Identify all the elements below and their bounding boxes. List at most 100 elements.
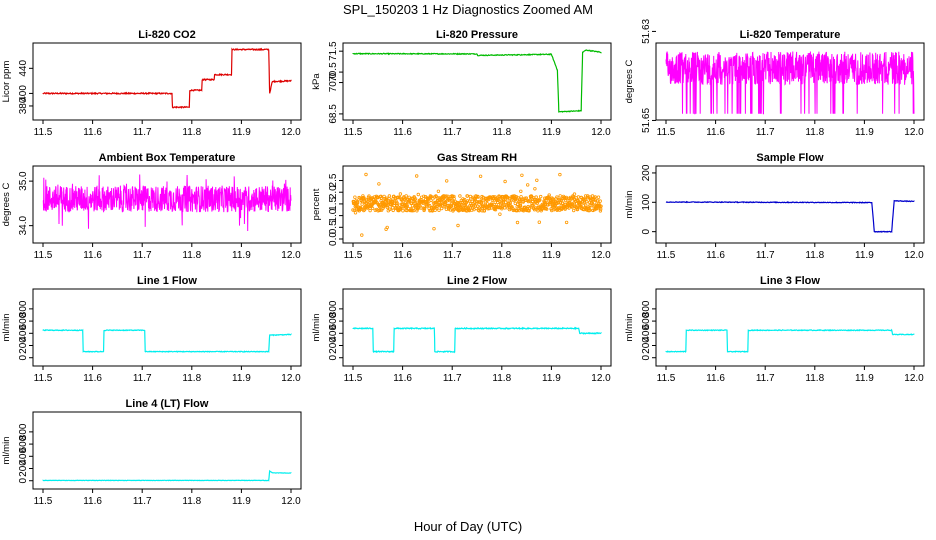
x-tick-label: 11.9 xyxy=(232,250,251,261)
data-point xyxy=(411,208,416,213)
panel-3: Li-820 Temperature degrees C 11.5 11.6 11.7 1… xyxy=(624,18,925,138)
data-point xyxy=(491,194,495,199)
data-point xyxy=(449,204,454,208)
data-point xyxy=(558,172,562,177)
data-point xyxy=(514,196,518,201)
panel-title: Li-820 Pressure xyxy=(436,29,518,41)
data-point xyxy=(593,200,597,205)
data-point xyxy=(387,194,392,198)
data-point xyxy=(503,179,507,184)
x-tick-label: 12.0 xyxy=(904,127,924,138)
plot-frame xyxy=(32,288,302,367)
data-point xyxy=(440,206,444,211)
y-tick-label: 0 xyxy=(18,478,29,484)
data-point xyxy=(519,189,523,193)
data-point xyxy=(395,201,399,205)
plot-frame xyxy=(655,288,925,367)
data-point xyxy=(472,203,476,208)
y-tick-label: 0 xyxy=(641,228,652,234)
y-tick-label: 200 xyxy=(641,337,652,354)
data-point xyxy=(543,200,547,205)
series-group xyxy=(42,328,292,353)
series-line xyxy=(665,199,915,234)
data-point xyxy=(538,198,542,202)
data-point xyxy=(378,203,382,207)
panel-title: Gas Stream RH xyxy=(437,152,517,164)
data-point xyxy=(596,195,601,199)
data-point xyxy=(379,194,383,198)
x-tick-label: 11.8 xyxy=(805,250,824,261)
x-tick-label: 12.0 xyxy=(281,373,301,384)
x-tick-label: 12.0 xyxy=(904,373,924,384)
data-point xyxy=(533,187,537,191)
x-tick-label: 11.6 xyxy=(706,373,725,384)
data-point xyxy=(468,194,473,199)
series-group xyxy=(42,47,292,109)
plot-frame xyxy=(32,42,302,121)
y-tick-label: 400 xyxy=(18,85,29,102)
x-tick-label: 11.5 xyxy=(657,373,676,384)
data-point xyxy=(367,194,371,198)
data-point xyxy=(501,195,505,199)
data-point xyxy=(479,201,483,205)
data-point xyxy=(599,204,603,208)
series-group xyxy=(665,328,915,353)
data-point xyxy=(539,194,543,199)
data-point xyxy=(583,197,587,202)
panel-7: Line 1 Flow ml/min 11.5 11.6 11.7 11.8 11.9 12.… xyxy=(1,275,302,384)
plot-frame xyxy=(32,165,302,244)
x-tick-label: 11.9 xyxy=(855,250,874,261)
series-line xyxy=(42,174,292,232)
data-point xyxy=(404,194,408,198)
data-point xyxy=(547,193,551,197)
data-point xyxy=(399,206,403,211)
data-point xyxy=(448,208,452,212)
data-point xyxy=(415,174,419,178)
x-tick-label: 11.7 xyxy=(756,127,775,138)
data-point xyxy=(532,202,536,206)
panel-title: Line 2 Flow xyxy=(447,275,507,287)
series-group xyxy=(352,326,602,354)
data-point xyxy=(585,199,589,204)
x-tick-label: 11.5 xyxy=(34,250,53,261)
x-tick-label: 11.9 xyxy=(232,127,251,138)
data-point xyxy=(465,194,470,198)
x-tick-label: 12.0 xyxy=(591,250,611,261)
x-tick-label: 11.9 xyxy=(542,127,561,138)
y-tick-label: 68.5 xyxy=(328,104,339,124)
y-tick-label: 100 xyxy=(641,194,652,211)
data-point xyxy=(357,209,361,213)
data-point xyxy=(598,199,602,203)
x-tick-label: 11.8 xyxy=(182,250,201,261)
data-point xyxy=(366,205,370,209)
data-point xyxy=(398,192,403,196)
data-point xyxy=(388,207,392,211)
x-tick-label: 12.0 xyxy=(904,250,924,261)
y-tick-label: 0.0 xyxy=(328,232,339,246)
x-tick-label: 11.8 xyxy=(805,127,824,138)
x-tick-label: 11.5 xyxy=(657,127,676,138)
data-point xyxy=(520,173,524,177)
plot-frame xyxy=(655,165,925,244)
x-tick-label: 11.7 xyxy=(133,127,152,138)
data-point xyxy=(598,209,603,213)
data-point xyxy=(498,212,502,216)
data-point xyxy=(493,207,498,212)
x-tick-label: 12.0 xyxy=(281,496,301,507)
plot-frame xyxy=(342,165,612,244)
data-point xyxy=(415,209,419,213)
series-group xyxy=(42,174,292,232)
y-tick-label: 0 xyxy=(18,355,29,361)
x-tick-label: 11.7 xyxy=(133,250,152,261)
y-tick-label: 600 xyxy=(328,312,339,329)
panel-title: Line 4 (LT) Flow xyxy=(126,398,209,410)
data-point xyxy=(405,204,409,208)
data-point xyxy=(429,194,433,199)
y-tick-label: 800 xyxy=(18,423,29,440)
series-line xyxy=(665,328,915,353)
x-tick-label: 11.7 xyxy=(133,496,152,507)
y-tick-label: 70.5 xyxy=(328,62,339,82)
y-tick-label: 51.63 xyxy=(641,18,652,43)
data-point xyxy=(486,206,490,211)
y-tick-label: 0.5 xyxy=(328,220,339,234)
